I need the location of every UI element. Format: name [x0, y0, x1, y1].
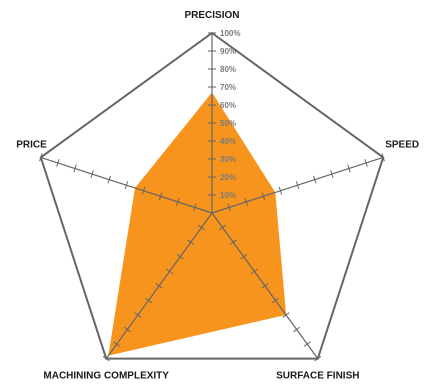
tick-mark — [155, 283, 163, 289]
tick-label: 40% — [220, 137, 236, 146]
tick-mark — [330, 170, 334, 179]
tick-mark — [240, 253, 248, 260]
tick-mark — [193, 203, 197, 212]
tick-label: 30% — [220, 155, 236, 164]
tick-label: 70% — [220, 83, 236, 92]
tick-mark — [261, 192, 266, 201]
axis-label-surface-finish: SURFACE FINISH — [276, 371, 359, 382]
tick-mark — [197, 224, 205, 231]
tick-mark — [39, 153, 43, 162]
tick-mark — [261, 283, 269, 289]
tick-mark — [227, 203, 231, 212]
axis-label-price: PRICE — [16, 139, 47, 150]
tick-mark — [102, 355, 110, 362]
tick-mark — [176, 197, 180, 206]
tick-mark — [187, 239, 195, 245]
tick-mark — [145, 297, 153, 304]
tick-label: 90% — [220, 47, 236, 56]
tick-label: 50% — [220, 119, 236, 128]
tick-mark — [219, 224, 227, 231]
tick-mark — [166, 268, 174, 275]
tick-label: 60% — [220, 101, 236, 110]
tick-mark — [73, 164, 77, 173]
axis-label-precision: PRECISION — [184, 10, 239, 21]
tick-mark — [364, 158, 368, 167]
tick-mark — [90, 170, 94, 179]
tick-mark — [158, 192, 163, 201]
axis-label-machining-complexity: MACHINING COMPLEXITY — [43, 371, 169, 382]
tick-mark — [271, 297, 279, 304]
tick-mark — [56, 158, 60, 167]
radar-series-area — [108, 92, 287, 356]
tick-mark — [107, 175, 111, 184]
radar-outline — [39, 31, 385, 360]
tick-label: 20% — [220, 173, 236, 182]
tick-mark — [141, 186, 146, 195]
radar-outline-layer — [39, 31, 385, 360]
tick-mark — [124, 181, 129, 190]
tick-label: 100% — [220, 29, 240, 38]
tick-mark — [113, 341, 121, 347]
tick-mark — [123, 326, 131, 333]
tick-mark — [381, 153, 385, 162]
tick-mark — [313, 175, 317, 184]
tick-mark — [176, 253, 184, 260]
tick-label: 10% — [220, 191, 236, 200]
tick-mark — [229, 239, 237, 245]
radar-series-layer — [108, 92, 287, 356]
tick-mark — [134, 312, 142, 318]
tick-mark — [282, 312, 290, 318]
tick-mark — [347, 164, 351, 173]
tick-mark — [244, 197, 248, 206]
tick-mark — [303, 341, 311, 347]
tick-mark — [293, 326, 301, 333]
radar-labels-layer: PRECISION SPEED SURFACE FINISH MACHINING CO… — [16, 10, 419, 382]
tick-mark — [278, 186, 283, 195]
radar-ticks-layer: 10% 20% 30% 40% 50% 60% 70% 80% 90% 100% — [39, 29, 385, 362]
tick-mark — [250, 268, 258, 275]
tick-label: 80% — [220, 65, 236, 74]
tick-mark — [314, 355, 322, 362]
tick-mark — [295, 181, 300, 190]
axis-label-speed: SPEED — [385, 139, 419, 150]
